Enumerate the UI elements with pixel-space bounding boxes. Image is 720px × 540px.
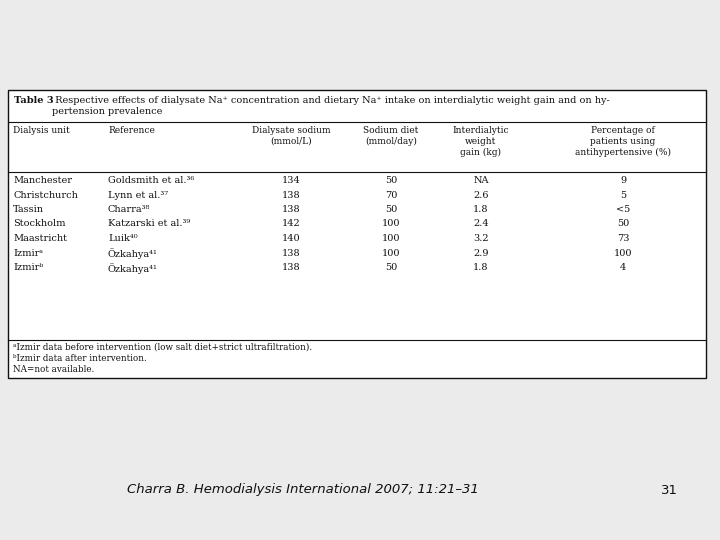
Text: 3.2: 3.2: [473, 234, 489, 243]
Text: Dialysis unit: Dialysis unit: [13, 126, 70, 135]
Text: 140: 140: [282, 234, 300, 243]
Text: 1.8: 1.8: [473, 263, 489, 272]
Text: 2.4: 2.4: [473, 219, 489, 228]
Text: Izmirᵃ: Izmirᵃ: [13, 248, 43, 258]
Text: 100: 100: [382, 248, 400, 258]
Text: Interdialytic
weight
gain (kg): Interdialytic weight gain (kg): [453, 126, 509, 157]
Bar: [8, 90, 706, 378]
Text: Table 3: Table 3: [14, 96, 53, 105]
Text: <5: <5: [616, 205, 630, 214]
Text: 100: 100: [382, 219, 400, 228]
Text: Reference: Reference: [108, 126, 155, 135]
Text: NA: NA: [473, 176, 489, 185]
Text: Tassin: Tassin: [13, 205, 44, 214]
Text: Maastricht: Maastricht: [13, 234, 67, 243]
Text: 31: 31: [661, 483, 678, 496]
Text: 142: 142: [282, 219, 300, 228]
Text: 70: 70: [384, 191, 397, 199]
Text: Manchester: Manchester: [13, 176, 72, 185]
Text: 9: 9: [620, 176, 626, 185]
Text: Izmirᵇ: Izmirᵇ: [13, 263, 43, 272]
Text: 50: 50: [385, 205, 397, 214]
Text: 138: 138: [282, 248, 300, 258]
Text: 100: 100: [382, 234, 400, 243]
Text: Respective effects of dialysate Na⁺ concentration and dietary Na⁺ intake on inte: Respective effects of dialysate Na⁺ conc…: [52, 96, 610, 117]
Text: Sodium diet
(mmol/day): Sodium diet (mmol/day): [364, 126, 419, 146]
Text: NA=not available.: NA=not available.: [13, 365, 94, 374]
Text: 73: 73: [617, 234, 629, 243]
Text: Özkahya⁴¹: Özkahya⁴¹: [108, 263, 158, 274]
Text: 1.8: 1.8: [473, 205, 489, 214]
Text: 2.9: 2.9: [473, 248, 489, 258]
Text: Percentage of
patients using
antihypertensive (%): Percentage of patients using antihyperte…: [575, 126, 671, 157]
Text: 50: 50: [385, 263, 397, 272]
Text: Charra B. Hemodialysis International 2007; 11:21–31: Charra B. Hemodialysis International 200…: [127, 483, 478, 496]
Text: 138: 138: [282, 205, 300, 214]
Text: 134: 134: [282, 176, 300, 185]
Text: Özkahya⁴¹: Özkahya⁴¹: [108, 248, 158, 259]
Text: Goldsmith et al.³⁶: Goldsmith et al.³⁶: [108, 176, 194, 185]
Text: 5: 5: [620, 191, 626, 199]
Text: 4: 4: [620, 263, 626, 272]
Text: 2.6: 2.6: [473, 191, 489, 199]
Text: 100: 100: [613, 248, 632, 258]
Text: 50: 50: [385, 176, 397, 185]
Text: Dialysate sodium
(mmol/L): Dialysate sodium (mmol/L): [252, 126, 330, 146]
Text: 138: 138: [282, 191, 300, 199]
Text: Stockholm: Stockholm: [13, 219, 66, 228]
Text: 50: 50: [617, 219, 629, 228]
Text: Luik⁴⁰: Luik⁴⁰: [108, 234, 138, 243]
Text: Katzarski et al.³⁹: Katzarski et al.³⁹: [108, 219, 190, 228]
Text: ᵃIzmir data before intervention (low salt diet+strict ultrafiltration).: ᵃIzmir data before intervention (low sal…: [13, 343, 312, 352]
Text: 138: 138: [282, 263, 300, 272]
Text: Charra³⁸: Charra³⁸: [108, 205, 150, 214]
Text: Christchurch: Christchurch: [13, 191, 78, 199]
Text: Lynn et al.³⁷: Lynn et al.³⁷: [108, 191, 168, 199]
Text: ᵇIzmir data after intervention.: ᵇIzmir data after intervention.: [13, 354, 147, 363]
